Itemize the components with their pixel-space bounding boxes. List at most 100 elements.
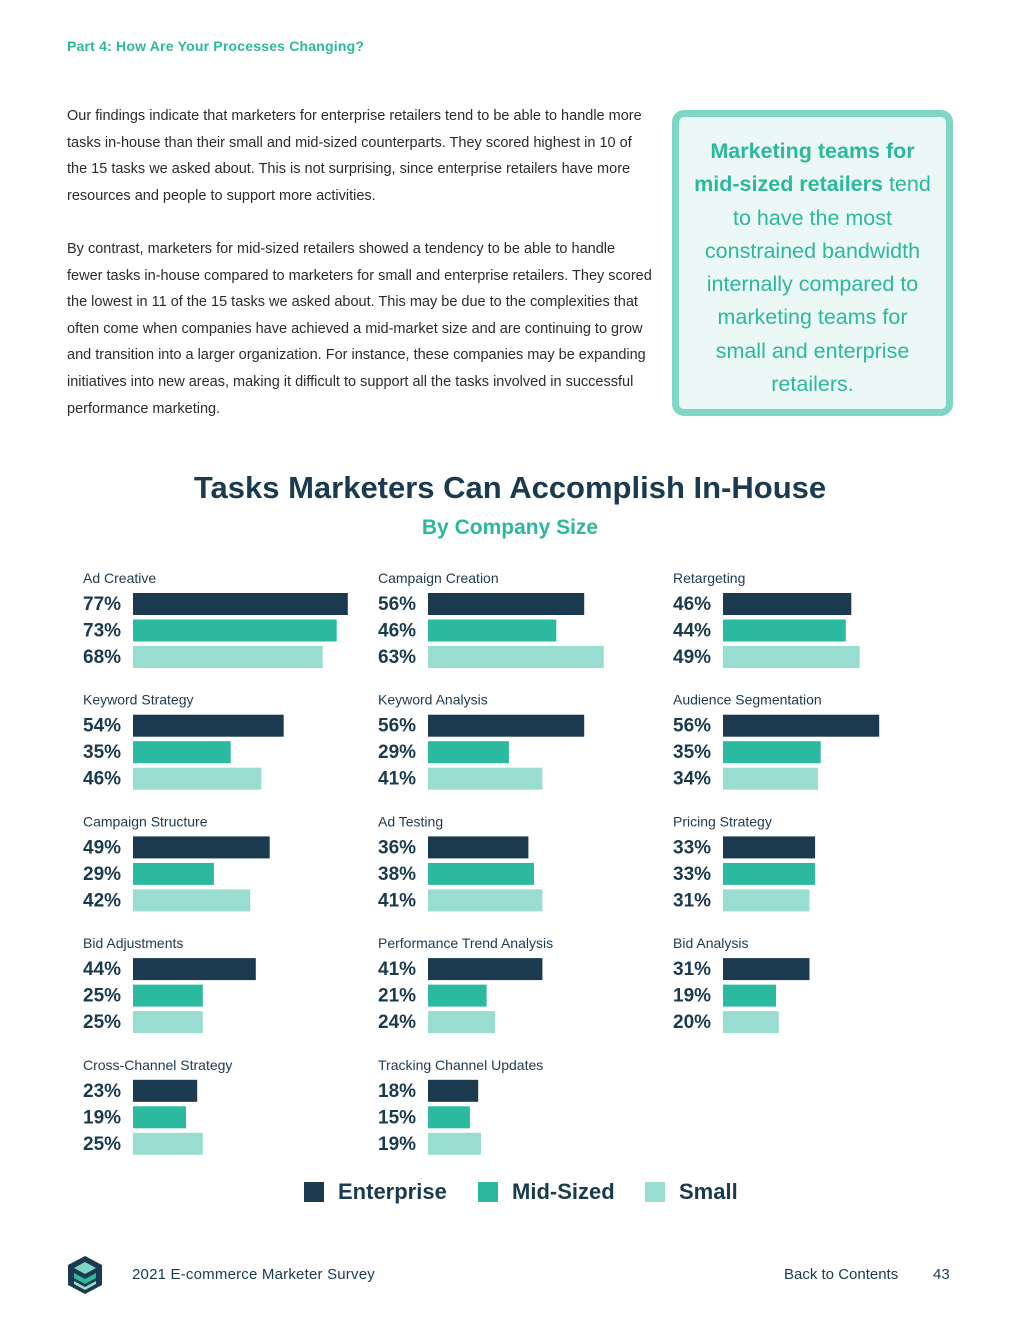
bar-enterprise xyxy=(133,836,270,859)
group-label-retargeting: Retargeting xyxy=(673,570,745,586)
value-label: 63% xyxy=(378,647,416,668)
bar-enterprise xyxy=(133,714,284,737)
legend-item-small: Small xyxy=(645,1178,738,1206)
value-label: 15% xyxy=(378,1107,416,1128)
chart-legend: Enterprise Mid-Sized Small xyxy=(0,1178,1020,1206)
bar-mid-sized xyxy=(133,741,231,764)
bar-enterprise xyxy=(133,1079,198,1102)
chart-subtitle: By Company Size xyxy=(421,516,599,539)
value-label: 25% xyxy=(83,986,121,1007)
group-label-bid-adjustments: Bid Adjustments xyxy=(83,935,183,951)
bar-enterprise xyxy=(723,593,852,615)
group-label-performance-trend-analysis: Performance Trend Analysis xyxy=(378,935,553,951)
callout-highlight: Marketing teams for mid-sized retailers xyxy=(694,139,915,197)
value-label: 38% xyxy=(378,864,416,885)
value-label: 41% xyxy=(378,890,416,911)
bar-enterprise xyxy=(133,958,256,981)
bar-mid-sized xyxy=(133,619,337,642)
value-label: 19% xyxy=(378,1134,416,1155)
bar-small xyxy=(428,1011,495,1034)
value-label: 56% xyxy=(378,594,416,615)
group-label-ad-testing: Ad Testing xyxy=(378,813,443,829)
back-to-contents-link[interactable]: Back to Contents xyxy=(784,1266,899,1283)
bar-small xyxy=(723,767,818,790)
bar-small xyxy=(428,889,543,912)
value-label: 19% xyxy=(673,986,711,1007)
value-label: 18% xyxy=(378,1081,416,1102)
body-paragraph-2: By contrast, marketers for mid-sized ret… xyxy=(67,241,652,417)
group-label-campaign-structure: Campaign Structure xyxy=(83,813,208,829)
bar-enterprise xyxy=(133,593,348,615)
legend-swatch-small xyxy=(645,1182,665,1202)
bar-small xyxy=(133,1011,203,1034)
bar-small xyxy=(133,1132,203,1155)
bar-mid-sized xyxy=(428,741,509,764)
value-label: 33% xyxy=(673,864,711,885)
company-logo-icon xyxy=(68,1256,102,1294)
value-label: 46% xyxy=(83,769,121,790)
legend-swatch-enterprise xyxy=(304,1182,324,1202)
value-label: 56% xyxy=(673,716,711,737)
legend-swatch-mid-sized xyxy=(478,1182,498,1202)
bar-enterprise xyxy=(723,836,816,859)
value-label: 29% xyxy=(378,742,416,763)
legend-label-enterprise: Enterprise xyxy=(338,1179,447,1204)
value-label: 49% xyxy=(83,837,121,858)
bar-small xyxy=(428,767,543,790)
value-label: 42% xyxy=(83,890,121,911)
page-number: 43 xyxy=(933,1266,950,1283)
value-label: 25% xyxy=(83,1134,121,1155)
bar-mid-sized xyxy=(133,862,214,885)
value-label: 23% xyxy=(83,1081,121,1102)
group-label-keyword-analysis: Keyword Analysis xyxy=(378,692,488,708)
value-label: 46% xyxy=(378,621,416,642)
value-label: 33% xyxy=(673,837,711,858)
group-label-tracking-channel-updates: Tracking Channel Updates xyxy=(378,1057,543,1073)
callout-box: Marketing teams for mid-sized retailers … xyxy=(672,110,953,416)
value-label: 44% xyxy=(673,621,711,642)
bar-small xyxy=(723,889,810,912)
bar-enterprise xyxy=(723,958,810,981)
value-label: 44% xyxy=(83,959,121,980)
value-label: 54% xyxy=(83,716,121,737)
bar-small xyxy=(133,767,262,790)
group-label-bid-analysis: Bid Analysis xyxy=(673,935,748,951)
bar-small xyxy=(428,1132,481,1155)
bar-enterprise xyxy=(428,958,543,981)
group-label-ad-creative: Ad Creative xyxy=(83,570,156,586)
value-label: 21% xyxy=(378,986,416,1007)
bar-small xyxy=(133,889,251,912)
value-label: 35% xyxy=(673,742,711,763)
value-label: 36% xyxy=(378,837,416,858)
footer-title: 2021 E-commerce Marketer Survey xyxy=(132,1266,375,1283)
bar-enterprise xyxy=(428,836,529,859)
bar-enterprise xyxy=(723,714,880,737)
value-label: 19% xyxy=(83,1107,121,1128)
group-label-audience-segmentation: Audience Segmentation xyxy=(673,692,822,708)
bar-small xyxy=(723,646,860,668)
bar-mid-sized xyxy=(723,984,776,1007)
bar-small xyxy=(133,646,323,668)
bar-mid-sized xyxy=(428,862,534,885)
legend-item-enterprise: Enterprise xyxy=(304,1178,447,1206)
value-label: 24% xyxy=(378,1012,416,1033)
bar-enterprise xyxy=(428,714,585,737)
value-label: 29% xyxy=(83,864,121,885)
value-label: 73% xyxy=(83,621,121,642)
body-paragraph-1: Our findings indicate that marketers for… xyxy=(67,108,642,204)
legend-item-mid-sized: Mid-Sized xyxy=(478,1178,615,1206)
bar-mid-sized xyxy=(133,984,203,1007)
group-label-pricing-strategy: Pricing Strategy xyxy=(673,813,772,829)
value-label: 49% xyxy=(673,647,711,668)
group-label-keyword-strategy: Keyword Strategy xyxy=(83,692,194,708)
value-label: 41% xyxy=(378,769,416,790)
section-label: Part 4: How Are Your Processes Changing? xyxy=(67,38,365,54)
bar-mid-sized xyxy=(428,1106,470,1129)
value-label: 77% xyxy=(83,594,121,615)
legend-label-small: Small xyxy=(679,1179,738,1204)
bar-mid-sized xyxy=(428,984,487,1007)
bar-mid-sized xyxy=(428,619,557,642)
value-label: 25% xyxy=(83,1012,121,1033)
value-label: 35% xyxy=(83,742,121,763)
bar-mid-sized xyxy=(723,619,846,642)
